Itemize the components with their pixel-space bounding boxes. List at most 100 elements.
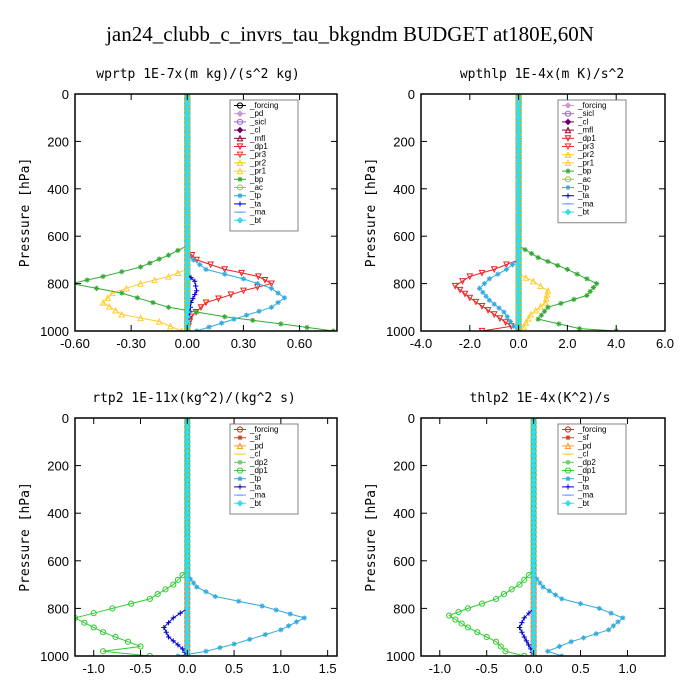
x-tick-label: -4.0 bbox=[410, 336, 432, 351]
data-point bbox=[190, 580, 197, 586]
data-point bbox=[521, 652, 528, 656]
y-tick-label: 600 bbox=[393, 229, 415, 244]
data-point bbox=[522, 247, 528, 253]
data-point bbox=[287, 611, 293, 617]
data-point bbox=[268, 280, 275, 288]
legend-marker bbox=[237, 484, 243, 490]
x-tick-label: -1.0 bbox=[429, 661, 451, 676]
legend-marker bbox=[564, 118, 572, 126]
data-point bbox=[273, 607, 279, 613]
data-point bbox=[486, 276, 492, 282]
data-point bbox=[137, 643, 144, 650]
legend-entry: _bt bbox=[577, 208, 590, 217]
legend-entry: _dp1 bbox=[249, 142, 268, 151]
data-point bbox=[174, 269, 182, 277]
y-tick-label: 200 bbox=[393, 134, 415, 149]
data-point bbox=[451, 282, 459, 290]
data-point bbox=[137, 314, 144, 322]
data-point bbox=[558, 300, 564, 306]
data-point bbox=[466, 273, 474, 281]
data-point bbox=[90, 610, 97, 617]
data-point bbox=[99, 648, 107, 655]
x-tick-label: 1.5 bbox=[319, 661, 337, 676]
data-point bbox=[147, 260, 153, 266]
data-point bbox=[502, 648, 509, 655]
data-point bbox=[163, 629, 169, 635]
data-point bbox=[581, 635, 587, 641]
panel-title: rtp2 1E-11x(kg^2)/(kg^2 s) bbox=[92, 391, 296, 406]
legend-marker bbox=[237, 435, 243, 441]
data-point bbox=[197, 304, 205, 312]
data-point bbox=[194, 584, 200, 590]
data-point bbox=[150, 299, 156, 306]
panel-title: wprtp 1E-7x(m kg)/(s^2 kg) bbox=[96, 67, 300, 82]
legend-entry: _cl bbox=[249, 450, 260, 459]
legend-marker bbox=[236, 102, 244, 109]
data-point bbox=[532, 306, 540, 314]
data-point bbox=[484, 307, 492, 314]
chart-panel-3: rtp2 1E-11x(kg^2)/(kg^2 s) Pressure [hPa]… bbox=[18, 391, 338, 676]
legend: _forcing_sicl_cl_mfl_dp1_pr3_pr2_pr1_bp_… bbox=[557, 99, 627, 224]
data-point bbox=[574, 271, 580, 277]
data-point bbox=[293, 619, 300, 625]
data-point bbox=[165, 620, 172, 626]
data-point bbox=[180, 646, 186, 652]
data-point bbox=[93, 285, 100, 291]
data-point bbox=[175, 642, 181, 648]
legend-marker bbox=[564, 499, 572, 507]
x-tick-label: -0.60 bbox=[60, 336, 90, 351]
data-point bbox=[490, 266, 498, 274]
y-tick-label: 0 bbox=[408, 87, 415, 102]
data-point bbox=[203, 648, 209, 654]
data-point bbox=[511, 323, 517, 329]
y-tick-label: 600 bbox=[393, 554, 415, 569]
data-point bbox=[458, 620, 465, 627]
data-point bbox=[81, 619, 88, 626]
legend-entry: _bt bbox=[249, 499, 262, 508]
y-tick-label: 200 bbox=[47, 134, 69, 149]
data-point bbox=[236, 598, 242, 604]
legend-marker bbox=[237, 476, 243, 482]
legend-marker bbox=[236, 426, 244, 433]
data-point bbox=[118, 310, 126, 318]
data-point bbox=[490, 311, 498, 319]
series-line-dp1 bbox=[448, 418, 535, 656]
data-point bbox=[212, 593, 218, 600]
y-tick-label: 800 bbox=[47, 601, 69, 616]
data-point bbox=[137, 279, 144, 287]
y-tick-label: 400 bbox=[393, 506, 415, 521]
y-tick-label: 1000 bbox=[386, 649, 415, 664]
data-point bbox=[197, 262, 203, 268]
legend-marker bbox=[564, 467, 572, 474]
panel-title: wpthlp 1E-4x(m K)/s^2 bbox=[460, 67, 624, 82]
data-point bbox=[478, 600, 486, 607]
data-point bbox=[492, 638, 500, 645]
data-point bbox=[521, 634, 527, 640]
y-axis-label: Pressure [hPa] bbox=[18, 482, 33, 592]
legend-marker bbox=[236, 499, 244, 507]
legend-entry: _dp1 bbox=[577, 134, 596, 143]
data-point bbox=[507, 318, 514, 325]
legend-marker bbox=[565, 193, 571, 199]
chart-panel-4: thlp2 1E-4x(K^2)/s Pressure [hPa] 0 200 400 6… bbox=[364, 391, 666, 676]
data-point bbox=[534, 576, 540, 582]
legend-entry: _pr2 bbox=[249, 158, 267, 167]
data-point bbox=[516, 624, 523, 631]
data-point bbox=[175, 247, 181, 254]
x-tick-label: 1.0 bbox=[618, 661, 636, 676]
legend-marker bbox=[564, 110, 572, 117]
legend-entry: _mfl bbox=[577, 126, 593, 135]
legend-marker bbox=[564, 208, 572, 216]
data-point bbox=[538, 312, 544, 318]
data-point bbox=[165, 252, 172, 258]
data-point bbox=[568, 639, 574, 645]
series-line-pr1 bbox=[102, 94, 188, 331]
legend-entry: _pr1 bbox=[577, 158, 595, 167]
legend-marker bbox=[236, 143, 244, 151]
x-tick-label: 4.0 bbox=[607, 336, 625, 351]
data-point bbox=[278, 321, 284, 327]
data-point bbox=[112, 633, 119, 641]
legend-marker bbox=[564, 102, 572, 109]
data-point bbox=[217, 645, 223, 651]
legend-marker bbox=[236, 134, 244, 142]
